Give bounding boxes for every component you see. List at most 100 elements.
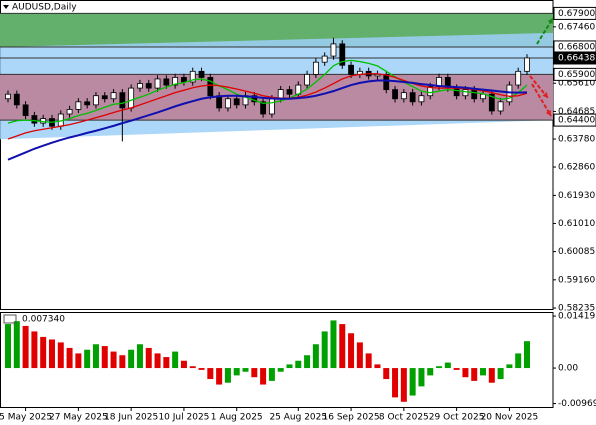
histogram-bar	[295, 360, 302, 369]
x-tick-label: 25 Aug 2025	[269, 413, 327, 423]
histogram-bar	[101, 346, 108, 369]
candle-body	[225, 98, 231, 109]
histogram-bar	[453, 368, 460, 370]
candle-body	[524, 57, 530, 72]
histogram-bar	[180, 360, 187, 369]
candle-body	[207, 77, 214, 97]
candle-body	[312, 61, 319, 75]
x-tick-label: 27 May 2025	[49, 413, 108, 423]
histogram-bar	[242, 368, 249, 372]
moving-average	[7, 73, 528, 140]
candle-body	[400, 92, 407, 100]
level-label: 0.65900	[558, 70, 595, 80]
histogram-bar	[497, 368, 504, 380]
histogram-bar	[471, 368, 478, 381]
level-box	[553, 6, 596, 20]
histogram-bar	[198, 368, 205, 370]
histogram-bar	[339, 324, 346, 369]
y-tick-label: 0.58235	[558, 304, 595, 314]
candle-body	[497, 101, 504, 112]
histogram-bar	[110, 351, 117, 369]
candle-body	[22, 104, 29, 116]
histogram-bar	[22, 325, 29, 369]
moving-average	[7, 79, 528, 161]
histogram-bar	[13, 321, 20, 369]
histogram-bar	[5, 324, 11, 369]
histogram-bar	[154, 353, 161, 369]
histogram-bar	[515, 353, 522, 369]
y-tick-label: 0.60085	[558, 247, 595, 257]
level-label: 0.67900	[558, 9, 595, 19]
title-icon	[3, 5, 9, 9]
level-box	[553, 51, 596, 65]
y-tick-label: -0.00969	[558, 399, 596, 409]
candle-body	[506, 84, 513, 103]
histogram-bar	[172, 351, 179, 369]
histogram-bar	[268, 368, 275, 381]
histogram-bar	[488, 368, 495, 383]
candle-body	[488, 93, 495, 112]
x-tick-label: 16 Sep 2025	[323, 413, 380, 423]
y-tick-label: 0.59160	[558, 275, 595, 285]
candle-body	[427, 86, 434, 97]
candle-body	[233, 98, 240, 106]
histogram-bar	[330, 320, 337, 369]
arrow-head	[545, 110, 551, 116]
candle-body	[286, 89, 293, 95]
histogram-bar	[286, 364, 293, 369]
candle-body	[101, 95, 108, 100]
histogram-bar	[444, 362, 451, 369]
candle-body	[409, 92, 416, 103]
forecast-arrow	[529, 75, 549, 99]
level-label: 0.66438	[558, 53, 595, 63]
forecast-arrow	[531, 83, 552, 117]
y-tick-label: 0.01419	[558, 312, 595, 322]
panel-frame	[0, 0, 554, 310]
candle-body	[128, 87, 135, 109]
arrow-head	[547, 18, 553, 24]
histogram-bar	[312, 344, 319, 369]
histogram-bar	[145, 347, 152, 369]
histogram-bar	[321, 331, 328, 369]
candle-body	[93, 95, 99, 106]
level-box	[553, 67, 596, 81]
histogram-bar	[480, 368, 487, 376]
candle-body	[119, 92, 126, 109]
histogram-bar	[392, 368, 399, 398]
histogram-bar	[216, 368, 223, 385]
level-label: 0.66800	[558, 42, 595, 52]
histogram-bar	[400, 368, 407, 402]
candle-body	[321, 55, 328, 63]
histogram-bar	[418, 368, 425, 387]
candle-body	[31, 115, 38, 124]
x-tick-label: 29 Oct 2025	[429, 413, 485, 423]
histogram-bar	[462, 368, 469, 378]
moving-average	[7, 59, 528, 124]
candle-body	[260, 101, 267, 115]
candle-body	[145, 83, 152, 89]
indicator-value: 0.007340	[22, 315, 65, 325]
y-tick-label: 0.67460	[558, 22, 595, 32]
histogram-bar	[277, 368, 284, 372]
x-tick-label: 18 Jun 2025	[104, 413, 158, 423]
histogram-bar	[31, 331, 38, 369]
candle-body	[348, 64, 354, 75]
candle-body	[453, 87, 460, 97]
histogram-bar	[128, 349, 135, 369]
candle-body	[154, 78, 161, 89]
candle-body	[13, 93, 20, 106]
histogram-bar	[251, 368, 258, 378]
candle-body	[75, 101, 82, 110]
candle-body	[304, 73, 310, 86]
panel-frame	[0, 312, 554, 408]
histogram-bar	[119, 355, 126, 369]
level-label: 0.64400	[558, 116, 595, 126]
histogram-bar	[348, 333, 355, 369]
histogram-bar	[260, 368, 267, 385]
histogram-bar	[383, 368, 390, 380]
y-tick-label: 0.65610	[558, 79, 595, 89]
candle-body	[471, 89, 478, 100]
histogram-bar	[57, 342, 64, 369]
y-tick-label: 0.61930	[558, 191, 595, 201]
histogram-bar	[524, 341, 530, 369]
